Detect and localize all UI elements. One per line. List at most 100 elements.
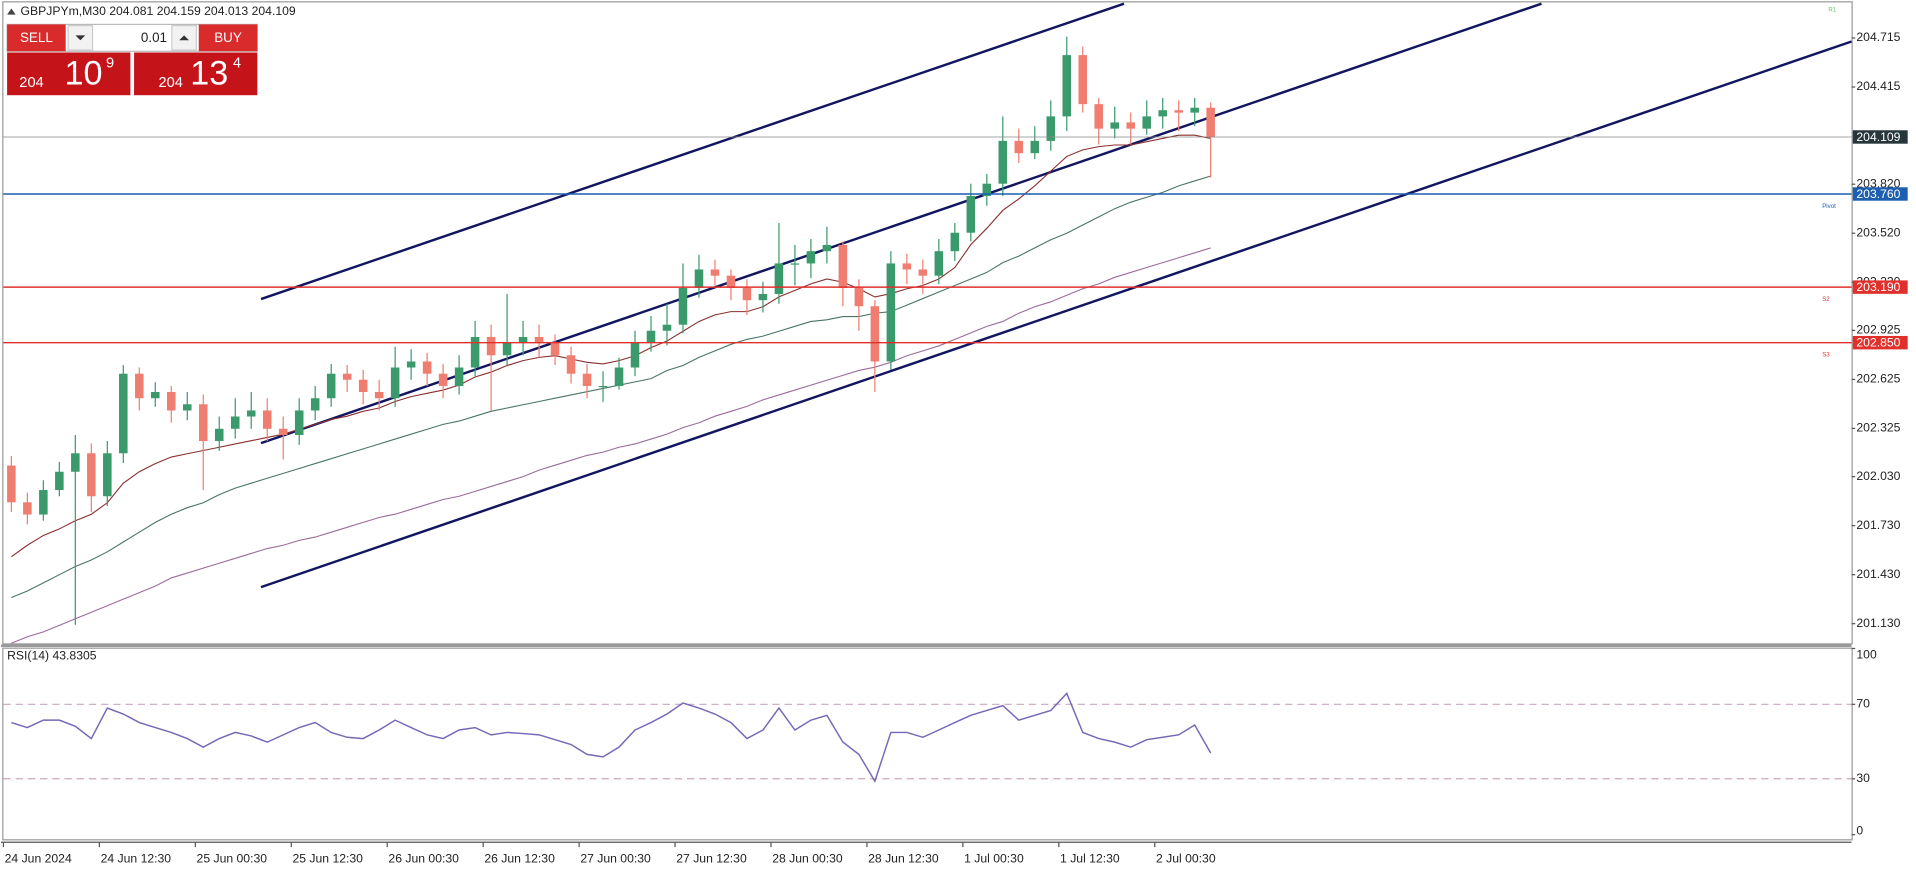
level-name: S3: [1822, 351, 1830, 358]
candle-body: [742, 287, 752, 301]
candle-body: [758, 293, 768, 301]
candle-body: [1062, 55, 1072, 117]
y-tick-label: 204.415: [1856, 79, 1900, 93]
y-tick-label: 201.730: [1856, 518, 1900, 532]
main-frame: [2, 1, 1853, 645]
rsi-value: 43.8305: [52, 649, 96, 663]
candle-body: [342, 373, 352, 380]
candle-body: [726, 275, 736, 288]
y-tick-label: 70: [1856, 697, 1870, 711]
candle-body: [135, 373, 144, 399]
bid-box[interactable]: [7, 52, 131, 96]
bid-point: 9: [106, 55, 114, 71]
candle-body: [294, 410, 304, 435]
y-tick-label: 30: [1856, 771, 1870, 785]
buy-label[interactable]: BUY: [214, 30, 242, 45]
x-tick-label: 28 Jun 12:30: [868, 852, 939, 866]
y-tick-label: 202.925: [1856, 323, 1900, 337]
candle-body: [1142, 116, 1151, 129]
candle-body: [39, 490, 48, 515]
candle-body: [854, 287, 864, 307]
x-tick-label: 27 Jun 00:30: [580, 852, 651, 866]
y-tick-label: 202.030: [1856, 469, 1900, 483]
level-label: 203.760: [1856, 187, 1900, 201]
ask-big: 204: [158, 75, 182, 91]
candle-body: [790, 263, 800, 265]
plot-layer: 204.715204.415203.820203.520203.220202.9…: [2, 6, 1908, 866]
collapse-arrow[interactable]: [7, 8, 16, 15]
down-arrow: [75, 35, 86, 41]
candle-body: [23, 502, 32, 515]
candle-body: [934, 251, 944, 276]
bar-close: 204.109: [252, 4, 296, 18]
x-tick-label: 24 Jun 12:30: [101, 852, 172, 866]
candle-body: [454, 367, 464, 386]
level-name: Pivot: [1822, 203, 1836, 210]
candle-body: [550, 343, 560, 356]
trend-line: [260, 40, 1852, 589]
candle-body: [71, 453, 80, 472]
ask-point: 4: [233, 55, 241, 71]
candle-body: [230, 416, 240, 429]
trend-lines: [260, 2, 1852, 589]
candle-body: [326, 373, 336, 399]
x-tick-label: 26 Jun 12:30: [484, 852, 555, 866]
rsi-frame: [2, 647, 1853, 841]
candle-body: [662, 324, 672, 331]
candle-body: [486, 336, 496, 356]
bar-open: 204.081: [109, 4, 153, 18]
candle-body: [646, 330, 656, 344]
bid-big: 204: [19, 75, 43, 91]
x-tick-label: 25 Jun 12:30: [292, 852, 363, 866]
trend-line: [260, 2, 1542, 445]
candle-body: [374, 392, 384, 399]
y-tick-label: 202.325: [1856, 421, 1900, 435]
buy-button[interactable]: [198, 24, 258, 52]
y-tick-label: 203.520: [1856, 225, 1900, 239]
trade-panel: SELL 0.01 BUY 204 10 9 204 13 4: [6, 23, 258, 96]
sell-label[interactable]: SELL: [20, 30, 53, 45]
y-tick-label: 204.715: [1856, 30, 1900, 44]
volume-input[interactable]: 0.01: [141, 30, 167, 45]
bid-pips: 10: [64, 55, 102, 93]
candle-body: [87, 453, 96, 497]
y-tick-label: 202.625: [1856, 372, 1900, 386]
rsi-name: RSI(14): [7, 649, 49, 663]
x-tick-label: 27 Jun 12:30: [676, 852, 747, 866]
candle-body: [614, 367, 624, 386]
symbol: GBPJPYm,M30: [21, 4, 107, 18]
trend-line: [260, 2, 1125, 301]
y-tick-label: 203.820: [1856, 176, 1900, 190]
candle-body: [1094, 104, 1104, 129]
y-tick-label: 201.430: [1856, 567, 1900, 581]
candle-body: [502, 343, 512, 356]
annotation: R1: [1828, 6, 1836, 13]
ask-box[interactable]: [134, 52, 258, 96]
candle-body: [1158, 110, 1167, 117]
candle-body: [438, 373, 448, 386]
candle-body: [998, 140, 1008, 184]
x-tick-label: 28 Jun 00:30: [772, 852, 843, 866]
candle-body: [1190, 107, 1199, 113]
candle-body: [566, 355, 576, 374]
candle-body: [422, 361, 432, 374]
y-tick-label: 100: [1856, 648, 1877, 662]
candle-body: [902, 263, 912, 270]
ask-pips: 13: [190, 55, 228, 93]
up-arrow: [179, 35, 189, 41]
candle-body: [246, 410, 256, 417]
candle-body: [966, 195, 976, 233]
candle-body: [1046, 116, 1056, 141]
x-tick-label: 2 Jul 00:30: [1156, 852, 1216, 866]
candle-body: [838, 244, 848, 288]
sell-button[interactable]: [7, 24, 66, 52]
candle-body: [710, 269, 720, 276]
x-tick-label: 24 Jun 2024: [5, 852, 72, 866]
candle-body: [278, 428, 288, 435]
candle-body: [870, 306, 880, 362]
candle-body: [167, 392, 176, 411]
level-label: 202.850: [1856, 336, 1900, 350]
moving-average: [11, 247, 1211, 644]
